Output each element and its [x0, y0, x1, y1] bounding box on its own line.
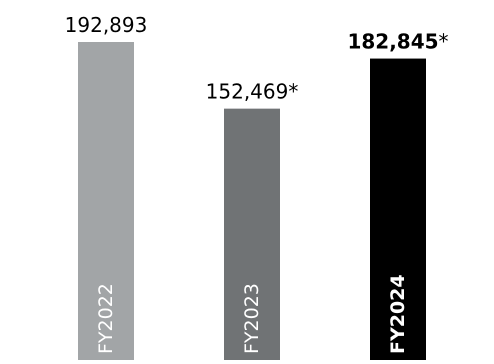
category-label-fy2024: FY2024 [387, 274, 409, 354]
category-label-fy2023: FY2023 [241, 283, 263, 354]
category-label-fy2022: FY2022 [95, 283, 117, 354]
value-label-fy2022: 192,893 [65, 13, 148, 37]
value-label-asterisk: * [439, 30, 449, 54]
bar-fy2024 [370, 58, 426, 361]
value-label-fy2023: 152,469* [206, 80, 299, 104]
bar-fy2023 [224, 108, 280, 360]
value-label-fy2024: 182,845* [347, 30, 448, 54]
value-label-asterisk: * [288, 80, 298, 104]
value-label-number: 152,469 [206, 80, 289, 104]
bar-fy2022 [78, 42, 134, 360]
value-label-number: 192,893 [65, 13, 148, 37]
value-label-number: 182,845 [347, 30, 438, 54]
